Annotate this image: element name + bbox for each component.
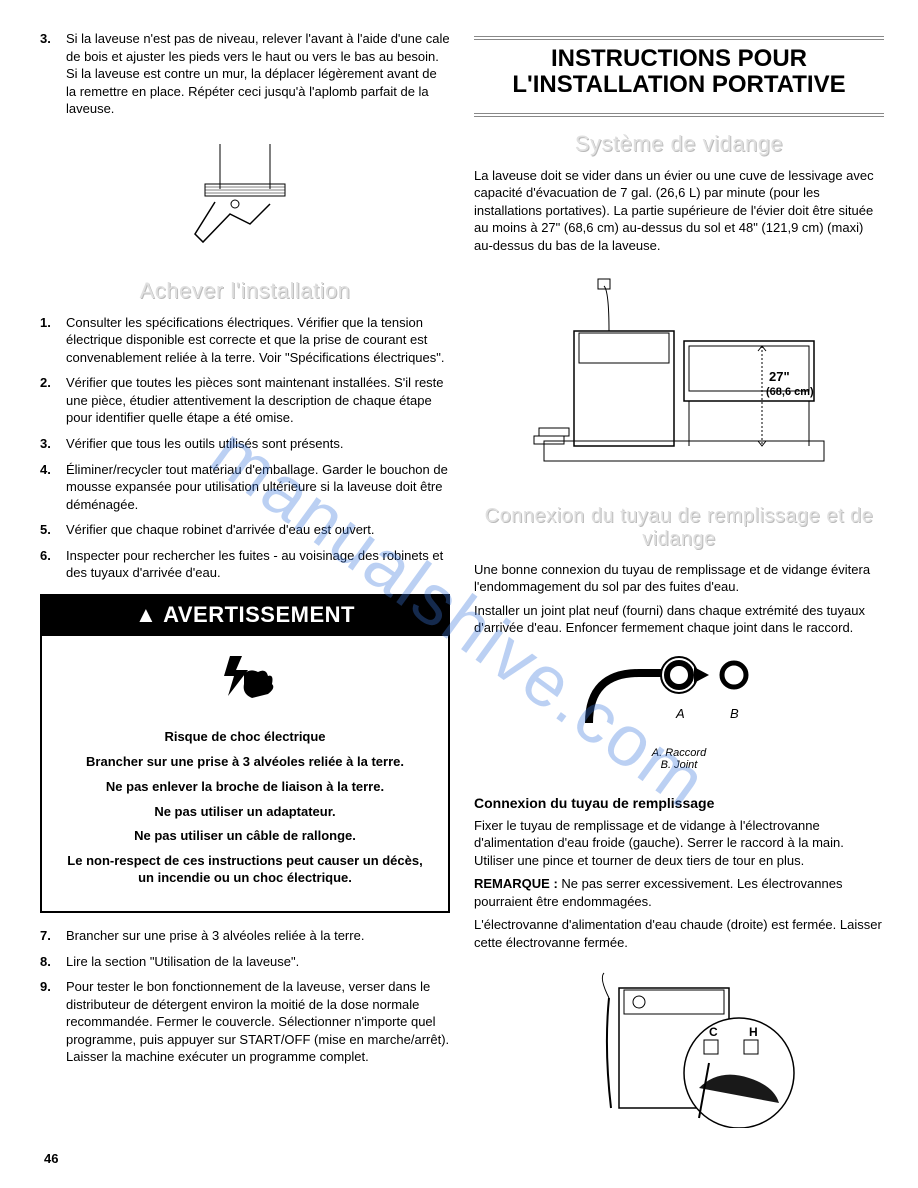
item-text: Éliminer/recycler tout matériau d'emball… (66, 461, 450, 514)
measure-inches: 27" (769, 369, 790, 384)
item-text: Vérifier que toutes les pièces sont main… (66, 374, 450, 427)
figure-valve-connection: C H (474, 968, 884, 1128)
vidange-text: La laveuse doit se vider dans un évier o… (474, 167, 884, 255)
item-number: 8. (40, 953, 66, 971)
warning-body: Risque de choc électrique Brancher sur u… (42, 717, 448, 911)
leveling-illustration (175, 134, 315, 254)
remarque-line: REMARQUE : Ne pas serrer excessivement. … (474, 875, 884, 910)
section-achever-title: Achever l'installation (40, 278, 450, 304)
figure-caption: A. Raccord B. Joint (474, 747, 884, 771)
warning-icon-row (42, 636, 448, 717)
figure-drain-sink: 27" (68,6 cm) (474, 271, 884, 481)
list-item: 7.Brancher sur une prise à 3 alvéoles re… (40, 927, 450, 945)
item-number: 1. (40, 314, 66, 367)
figure-leveling-foot (40, 134, 450, 254)
label-b: B (730, 706, 739, 721)
list-item: 4.Éliminer/recycler tout matériau d'emba… (40, 461, 450, 514)
item-number: 5. (40, 521, 66, 539)
right-column: INSTRUCTIONS POUR L'INSTALLATION PORTATI… (474, 30, 884, 1152)
item-text: Si la laveuse n'est pas de niveau, relev… (66, 30, 450, 118)
section-connexion-title: Connexion du tuyau de remplissage et de … (474, 505, 884, 551)
rule (474, 113, 884, 117)
item-number: 4. (40, 461, 66, 514)
list-item: 9.Pour tester le bon fonctionnement de l… (40, 978, 450, 1066)
warning-line: Brancher sur une prise à 3 alvéoles reli… (60, 754, 430, 771)
item-text: Pour tester le bon fonctionnement de la … (66, 978, 450, 1066)
list-item: 5.Vérifier que chaque robinet d'arrivée … (40, 521, 450, 539)
page-body: 3. Si la laveuse n'est pas de niveau, re… (40, 30, 878, 1152)
hose-washer-illustration: A B (569, 653, 789, 743)
caption-a: A. Raccord (474, 747, 884, 759)
section-vidange-title: Système de vidange (474, 131, 884, 157)
main-heading-line2: L'INSTALLATION PORTATIVE (512, 71, 845, 98)
remarque-label: REMARQUE : (474, 876, 558, 891)
main-heading-line1: INSTRUCTIONS POUR (551, 45, 807, 72)
list-item: 3.Vérifier que tous les outils utilisés … (40, 435, 450, 453)
warning-line: Ne pas utiliser un adaptateur. (60, 804, 430, 821)
main-heading: INSTRUCTIONS POUR L'INSTALLATION PORTATI… (474, 46, 884, 99)
subheading-remplissage: Connexion du tuyau de remplissage (474, 795, 884, 811)
measure-cm: (68,6 cm) (766, 386, 814, 398)
left-column: 3. Si la laveuse n'est pas de niveau, re… (40, 30, 450, 1152)
label-c: C (709, 1025, 718, 1039)
item-number: 6. (40, 547, 66, 582)
label-h: H (749, 1025, 758, 1039)
remplissage-p1: Fixer le tuyau de remplissage et de vida… (474, 817, 884, 870)
warning-line: Ne pas enlever la broche de liaison à la… (60, 779, 430, 796)
item-number: 3. (40, 30, 66, 118)
item-text: Lire la section "Utilisation de la laveu… (66, 953, 450, 971)
item-text: Brancher sur une prise à 3 alvéoles reli… (66, 927, 450, 945)
rule (474, 36, 884, 40)
item-number: 9. (40, 978, 66, 1066)
connexion-p2: Installer un joint plat neuf (fourni) da… (474, 602, 884, 637)
warning-line: Ne pas utiliser un câble de rallonge. (60, 828, 430, 845)
warning-line: Le non-respect de ces instructions peut … (60, 853, 430, 887)
item-text: Vérifier que chaque robinet d'arrivée d'… (66, 521, 450, 539)
figure-hose-washer: A B A. Raccord B. Joint (474, 653, 884, 771)
list-item: 1.Consulter les spécifications électriqu… (40, 314, 450, 367)
item-text: Vérifier que tous les outils utilisés so… (66, 435, 450, 453)
item-text: Consulter les spécifications électriques… (66, 314, 450, 367)
label-a: A (675, 706, 685, 721)
item-number: 7. (40, 927, 66, 945)
remplissage-p3: L'électrovanne d'alimentation d'eau chau… (474, 916, 884, 951)
warning-box: ▲ AVERTISSEMENT Risque de choc électriqu… (40, 594, 450, 913)
drain-sink-illustration: 27" (68,6 cm) (514, 271, 844, 481)
warning-header: ▲ AVERTISSEMENT (42, 596, 448, 636)
item-text: Inspecter pour rechercher les fuites - a… (66, 547, 450, 582)
shock-hand-icon (210, 646, 280, 706)
item-number: 3. (40, 435, 66, 453)
list-item: 3. Si la laveuse n'est pas de niveau, re… (40, 30, 450, 118)
list-item: 8.Lire la section "Utilisation de la lav… (40, 953, 450, 971)
item-number: 2. (40, 374, 66, 427)
warning-line: Risque de choc électrique (60, 729, 430, 746)
caption-b: B. Joint (474, 759, 884, 771)
valve-illustration: C H (549, 968, 809, 1128)
page-number: 46 (44, 1151, 58, 1166)
connexion-p1: Une bonne connexion du tuyau de rempliss… (474, 561, 884, 596)
list-item: 6.Inspecter pour rechercher les fuites -… (40, 547, 450, 582)
list-item: 2.Vérifier que toutes les pièces sont ma… (40, 374, 450, 427)
